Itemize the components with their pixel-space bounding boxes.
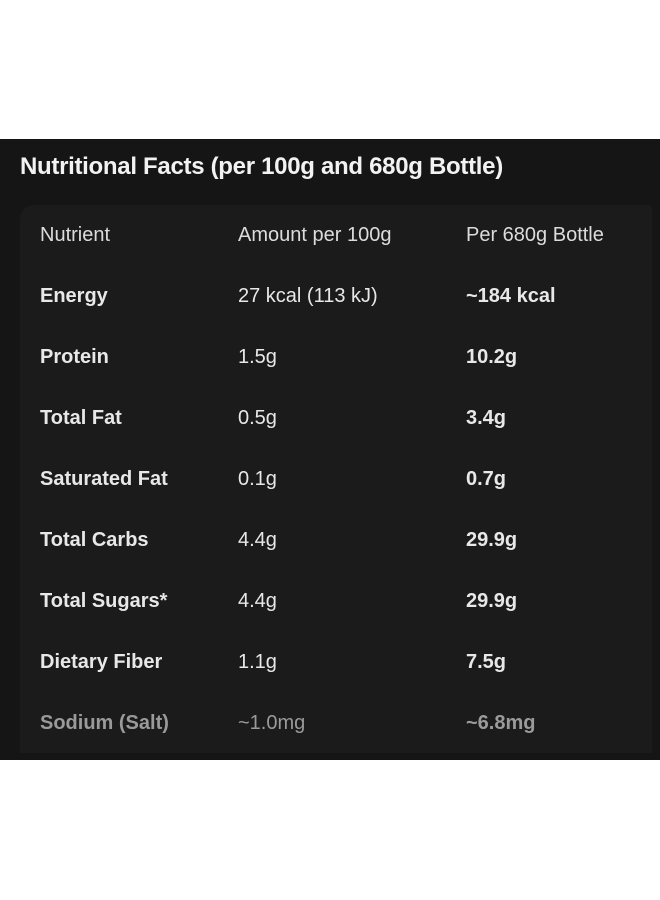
- cell-per-100g: 1.5g: [238, 346, 277, 368]
- table-row: Sodium (Salt) ~1.0mg ~6.8mg: [20, 693, 652, 754]
- header-nutrient: Nutrient: [40, 224, 111, 246]
- cell-nutrient: Energy: [40, 285, 108, 307]
- cell-per-bottle: 0.7g: [466, 468, 507, 490]
- table-row: Total Carbs 4.4g 29.9g: [20, 510, 652, 571]
- nutrition-table: Nutrient Amount per 100g Per 680g Bottle…: [20, 205, 652, 753]
- cell-nutrient: Total Sugars*: [40, 590, 168, 612]
- cell-per-100g: 0.5g: [238, 407, 277, 429]
- cell-nutrient: Total Fat: [40, 407, 122, 429]
- table-row: Protein 1.5g 10.2g: [20, 327, 652, 388]
- cell-nutrient: Dietary Fiber: [40, 651, 163, 673]
- cell-nutrient: Sodium (Salt): [40, 712, 169, 734]
- cell-per-100g: ~1.0mg: [238, 712, 306, 734]
- header-per-100g: Amount per 100g: [238, 224, 392, 246]
- cell-per-bottle: 3.4g: [466, 407, 507, 429]
- cell-per-100g: 4.4g: [238, 529, 277, 551]
- cell-nutrient: Total Carbs: [40, 529, 149, 551]
- table-row: Total Sugars* 4.4g 29.9g: [20, 571, 652, 632]
- cell-per-100g: 1.1g: [238, 651, 277, 673]
- cell-per-bottle: ~6.8mg: [466, 712, 536, 734]
- cell-per-bottle: 29.9g: [466, 529, 518, 551]
- cell-per-bottle: ~184 kcal: [466, 285, 556, 307]
- table-row: Dietary Fiber 1.1g 7.5g: [20, 632, 652, 693]
- cell-per-100g: 4.4g: [238, 590, 277, 612]
- nutrition-panel: Nutritional Facts (per 100g and 680g Bot…: [0, 139, 660, 760]
- table-row: Energy 27 kcal (113 kJ) ~184 kcal: [20, 266, 652, 327]
- cell-nutrient: Saturated Fat: [40, 468, 168, 490]
- table-row: Saturated Fat 0.1g 0.7g: [20, 449, 652, 510]
- cell-per-bottle: 7.5g: [466, 651, 507, 673]
- table-header-row: Nutrient Amount per 100g Per 680g Bottle: [20, 205, 652, 266]
- table-row: Total Fat 0.5g 3.4g: [20, 388, 652, 449]
- cell-per-bottle: 10.2g: [466, 346, 518, 368]
- cell-per-bottle: 29.9g: [466, 590, 518, 612]
- panel-title: Nutritional Facts (per 100g and 680g Bot…: [20, 153, 503, 180]
- header-per-bottle: Per 680g Bottle: [466, 224, 604, 246]
- cell-per-100g: 27 kcal (113 kJ): [238, 285, 378, 307]
- cell-per-100g: 0.1g: [238, 468, 277, 490]
- cell-nutrient: Protein: [40, 346, 109, 368]
